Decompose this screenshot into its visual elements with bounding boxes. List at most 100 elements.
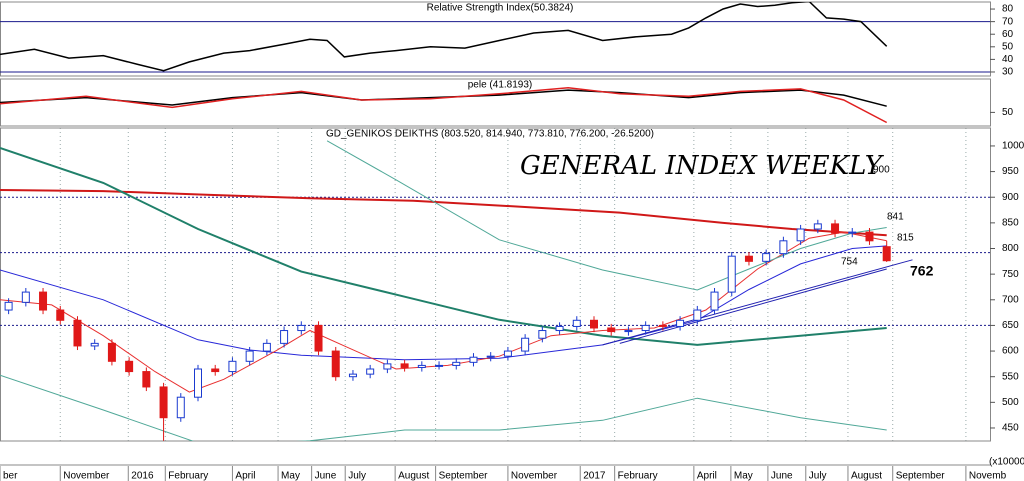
y-tick-label: 80 <box>1002 4 1014 15</box>
candle-body <box>280 330 289 344</box>
candle-body <box>744 255 753 262</box>
x-tick-label: ber <box>3 471 18 481</box>
candle-body <box>262 342 271 352</box>
annotation: 841 <box>887 212 904 223</box>
y-tick-label: 800 <box>1002 243 1019 254</box>
candle-body <box>400 363 409 368</box>
candle-body <box>39 291 48 311</box>
x-tick-label: 2016 <box>131 471 154 481</box>
panel-title: Relative Strength Index(50.3824) <box>427 3 574 14</box>
candle-body <box>56 309 65 321</box>
annotation: 900 <box>873 165 890 176</box>
candle-body <box>417 364 426 368</box>
candle-body <box>624 330 633 333</box>
plot <box>0 86 888 124</box>
candle-body <box>21 291 30 303</box>
line-series <box>0 89 887 107</box>
x-tick-label: August <box>398 471 429 481</box>
y-tick-label: 40 <box>1002 54 1014 65</box>
candle-body <box>658 324 667 327</box>
candle-body <box>452 361 461 366</box>
x-tick-label: Novemb <box>969 471 1007 481</box>
y-tick-label: 950 <box>1002 166 1019 177</box>
candle-body <box>555 325 564 332</box>
candle-body <box>727 255 736 293</box>
candle-body <box>710 291 719 311</box>
annotation: 815 <box>897 233 914 244</box>
annotation: GENERAL INDEX WEEKLY <box>520 151 885 181</box>
candle-body <box>314 324 323 352</box>
candle-body <box>4 301 13 311</box>
y-tick-label: 600 <box>1002 346 1019 357</box>
line-series <box>602 259 913 346</box>
line-series <box>326 140 887 291</box>
candle-body <box>676 319 685 327</box>
y-tick-label: 750 <box>1002 269 1019 280</box>
candle-body <box>486 355 495 358</box>
y-tick-label: 550 <box>1002 371 1019 382</box>
y-tick-label: 500 <box>1002 397 1019 408</box>
y-tick-label: 50 <box>1002 107 1014 118</box>
x-tick-label: November <box>511 471 558 481</box>
x-tick-label: May <box>281 471 300 481</box>
y-tick-label: 70 <box>1002 16 1014 27</box>
candle-body <box>538 330 547 339</box>
candle-body <box>435 364 444 367</box>
y-tick-label: 1000 <box>1002 141 1024 152</box>
candle-body <box>366 368 375 375</box>
x-tick-label: June <box>771 471 793 481</box>
candle-body <box>641 324 650 332</box>
y-tick-label: 60 <box>1002 29 1014 40</box>
line-series <box>0 189 887 237</box>
x-tick-label: July <box>809 471 827 481</box>
candle-body <box>607 327 616 333</box>
volume-unit-label: (x100000) <box>989 457 1024 468</box>
y-tick-label: 650 <box>1002 320 1019 331</box>
x-tick-label: June <box>315 471 337 481</box>
y-tick-label: 700 <box>1002 294 1019 305</box>
y-tick-label: 900 <box>1002 192 1019 203</box>
line-series <box>0 245 887 361</box>
candle-body <box>796 228 805 242</box>
candle-body <box>693 309 702 321</box>
panel-title: GD_GENIKOS DEIKTHS (803.520, 814.940, 77… <box>326 129 654 140</box>
x-tick-label: April <box>235 471 255 481</box>
candle-body <box>779 240 788 255</box>
line-series <box>619 268 887 344</box>
x-tick-label: February <box>618 471 658 481</box>
annotation: 754 <box>841 257 858 268</box>
line-series <box>0 147 887 346</box>
candle-body <box>125 360 134 373</box>
candle-body <box>503 350 512 357</box>
candle-body <box>383 363 392 370</box>
x-tick-label: April <box>697 471 717 481</box>
x-tick-label: February <box>168 471 208 481</box>
candle-body <box>211 368 220 373</box>
candle-body <box>228 360 237 373</box>
x-tick-label: 2017 <box>583 471 606 481</box>
x-tick-label: July <box>348 471 366 481</box>
candle-body <box>590 319 598 329</box>
candle-body <box>142 371 151 388</box>
x-tick-label: May <box>734 471 753 481</box>
y-tick-label: 450 <box>1002 423 1019 434</box>
x-tick-label: September <box>439 471 489 481</box>
candle-body <box>297 324 306 332</box>
candle-body <box>865 231 874 242</box>
candle-body <box>90 342 99 347</box>
candle-body <box>831 223 840 234</box>
plot <box>0 140 913 441</box>
candle-body <box>159 386 168 419</box>
y-tick-label: 30 <box>1002 67 1014 78</box>
line-series <box>0 2 888 72</box>
candle-body <box>813 223 822 230</box>
y-tick-label: 850 <box>1002 218 1019 229</box>
candle-body <box>245 350 254 362</box>
y-tick-label: 50 <box>1002 41 1014 52</box>
candle-body <box>194 368 202 398</box>
line-series <box>0 374 887 441</box>
candle-body <box>331 350 340 378</box>
candle-body <box>176 396 185 419</box>
panel-title: pele (41.8193) <box>468 80 533 91</box>
candle-body <box>469 356 478 363</box>
